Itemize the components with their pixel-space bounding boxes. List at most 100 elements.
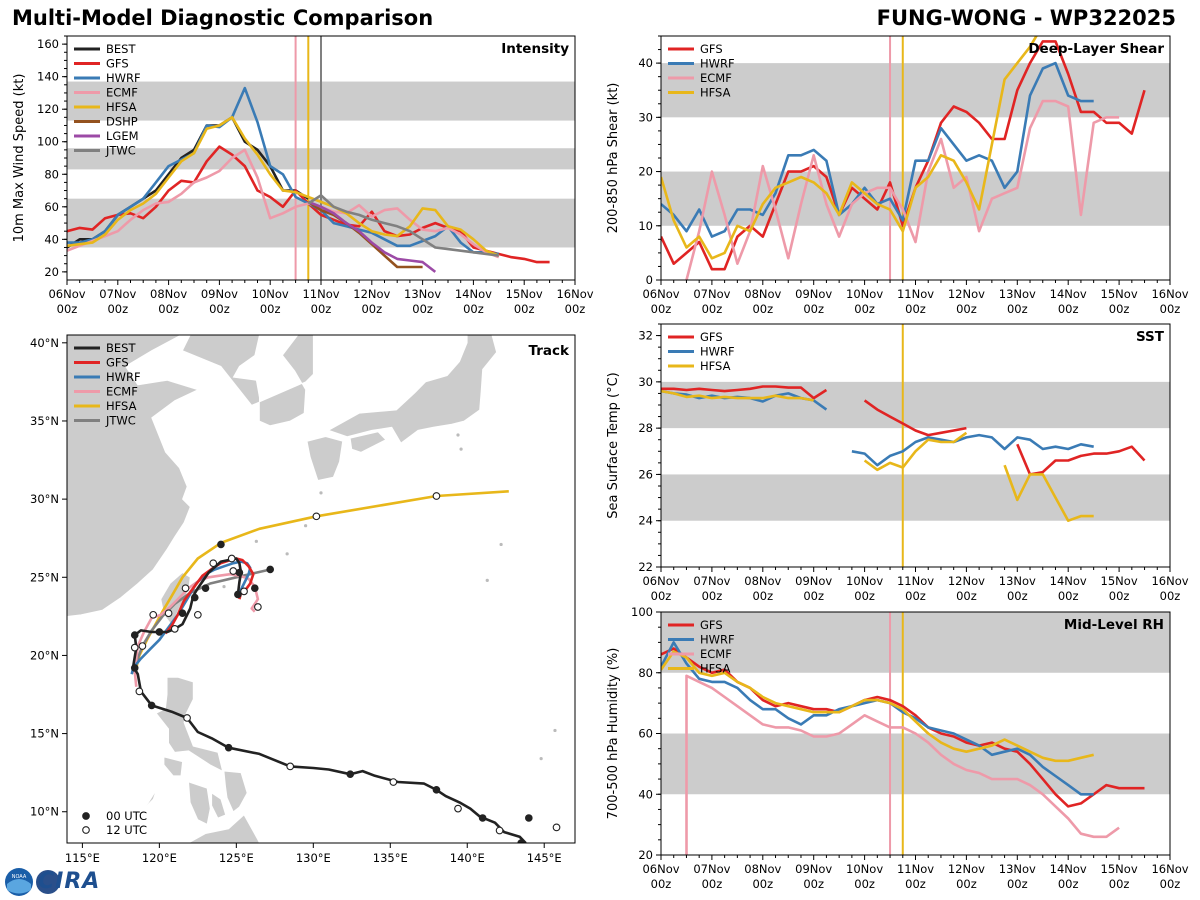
track-point-00utc [147, 701, 156, 710]
intensity-xtick-day: 16Nov [556, 287, 593, 301]
shear-xtick-hour: 00z [956, 302, 977, 316]
rh-ytick-label: 40 [638, 787, 653, 801]
track-point-00utc [517, 839, 525, 843]
sst-ytick-label: 24 [638, 514, 653, 528]
shear-xtick-day: 12Nov [948, 287, 985, 301]
rh-xtick-hour: 00z [702, 877, 723, 891]
shear-xtick-day: 08Nov [744, 287, 781, 301]
track-xtick-label: 125°E [219, 851, 254, 865]
track-point-00utc [190, 593, 199, 602]
track-point-12utc [432, 492, 441, 500]
rh-xtick-day: 08Nov [744, 862, 781, 876]
shear-ytick-label: 30 [638, 110, 653, 124]
shear-series-group [661, 36, 1146, 280]
track-frame [66, 334, 576, 844]
sst-series-group [661, 385, 1146, 523]
shear-line-ecmf [685, 99, 1120, 280]
shear-ytick-label: 10 [638, 219, 653, 233]
track-ytick-label: 20°N [30, 648, 59, 662]
rh-xtick-day: 11Nov [897, 862, 934, 876]
land-islet [485, 578, 489, 583]
intensity-series-group [67, 86, 550, 273]
track-point-12utc [454, 804, 462, 813]
track-point-12utc [193, 610, 202, 619]
intensity-legend-label-gfs: GFS [106, 57, 129, 71]
track-point-12utc [183, 714, 191, 722]
intensity-ytick-label: 100 [37, 135, 59, 149]
track-point-00utc [217, 540, 225, 549]
sst-xtick-hour: 00z [651, 589, 672, 603]
shear-line-gfs [661, 40, 1146, 271]
track-xtick-label: 145°E [527, 851, 562, 865]
intensity-panel: 06Nov00z07Nov00z08Nov00z09Nov00z10Nov00z… [12, 35, 594, 316]
shear-legend-label-gfs: GFS [700, 42, 723, 56]
shear-xtick-hour: 00z [651, 302, 672, 316]
shear-legend-label-ecmf: ECMF [700, 71, 732, 85]
intensity-ytick-label: 120 [37, 102, 59, 116]
intensity-legend-label-hwrf: HWRF [106, 71, 141, 85]
rh-xtick-hour: 00z [854, 877, 875, 891]
track-point-00utc [224, 743, 233, 752]
rh-xtick-day: 07Nov [693, 862, 730, 876]
rh-ytick-label: 60 [638, 727, 653, 741]
shear-xtick-hour: 00z [1109, 302, 1130, 316]
track-point-12utc [170, 625, 179, 633]
land-palawan [116, 789, 157, 838]
track-legend-label-hfsa: HFSA [106, 399, 137, 413]
track-xtick-label: 115°E [65, 851, 100, 865]
intensity-xtick-hour: 00z [361, 302, 382, 316]
sst-line-gfs-2 [1016, 443, 1146, 476]
intensity-xtick-day: 07Nov [99, 287, 136, 301]
track-point-00utc [235, 568, 244, 577]
track-legend-label-best: BEST [106, 341, 136, 355]
track-ytick-label: 25°N [30, 570, 59, 584]
land-japan-shikoku [349, 431, 387, 453]
shear-ytick-label: 40 [638, 56, 653, 70]
sst-ytick-label: 26 [638, 467, 653, 481]
intensity-xtick-hour: 00z [107, 302, 128, 316]
noaa-logo: NOAA [5, 868, 60, 896]
sst-xtick-hour: 00z [1007, 589, 1028, 603]
track-point-00utc [130, 664, 139, 672]
sst-xtick-day: 08Nov [744, 574, 781, 588]
intensity-xtick-day: 13Nov [404, 287, 441, 301]
sst-line-hfsa-0 [661, 389, 814, 402]
shear-xtick-day: 10Nov [846, 287, 883, 301]
land-cebu-bohol [211, 792, 227, 819]
sst-legend-label-gfs: GFS [700, 330, 723, 344]
rh-xtick-hour: 00z [905, 877, 926, 891]
land-asia-mainland [67, 335, 314, 617]
land-islet [499, 542, 503, 547]
track-xtick-label: 130°E [296, 851, 331, 865]
track-point-00utc [266, 565, 275, 574]
page-title: Multi-Model Diagnostic Comparison [12, 6, 434, 30]
track-point-12utc [312, 512, 321, 521]
intensity-xtick-day: 11Nov [302, 287, 339, 301]
shear-xtick-hour: 00z [702, 302, 723, 316]
shear-line-hfsa [661, 36, 1038, 260]
shear-xtick-day: 14Nov [1050, 287, 1087, 301]
rh-xtick-day: 14Nov [1050, 862, 1087, 876]
land-islet [304, 524, 308, 528]
track-point-00utc [201, 584, 210, 593]
rh-xtick-hour: 00z [1160, 877, 1181, 891]
shear-xtick-day: 15Nov [1101, 287, 1138, 301]
cira-logo-text: CIRA [38, 869, 101, 894]
track-point-00utc [432, 786, 441, 794]
intensity-line-hfsa [67, 116, 500, 257]
track-title: Track [529, 343, 570, 359]
track-point-12utc [229, 567, 238, 575]
sst-xtick-day: 11Nov [897, 574, 934, 588]
intensity-ytick-label: 160 [37, 37, 59, 51]
rh-legend-label-gfs: GFS [700, 618, 723, 632]
shear-panel: 06Nov00z07Nov00z08Nov00z09Nov00z10Nov00z… [606, 35, 1189, 316]
rh-xtick-hour: 00z [1109, 877, 1130, 891]
intensity-ytick-label: 60 [44, 200, 59, 214]
track-legend-label-gfs: GFS [106, 356, 129, 370]
sst-xtick-day: 15Nov [1101, 574, 1138, 588]
intensity-line-jtwc [307, 194, 499, 257]
rh-series-group [661, 641, 1145, 855]
track-point-12utc [552, 823, 561, 832]
legend-label-00utc: 00 UTC [106, 809, 147, 823]
intensity-line-hwrf [67, 86, 499, 256]
